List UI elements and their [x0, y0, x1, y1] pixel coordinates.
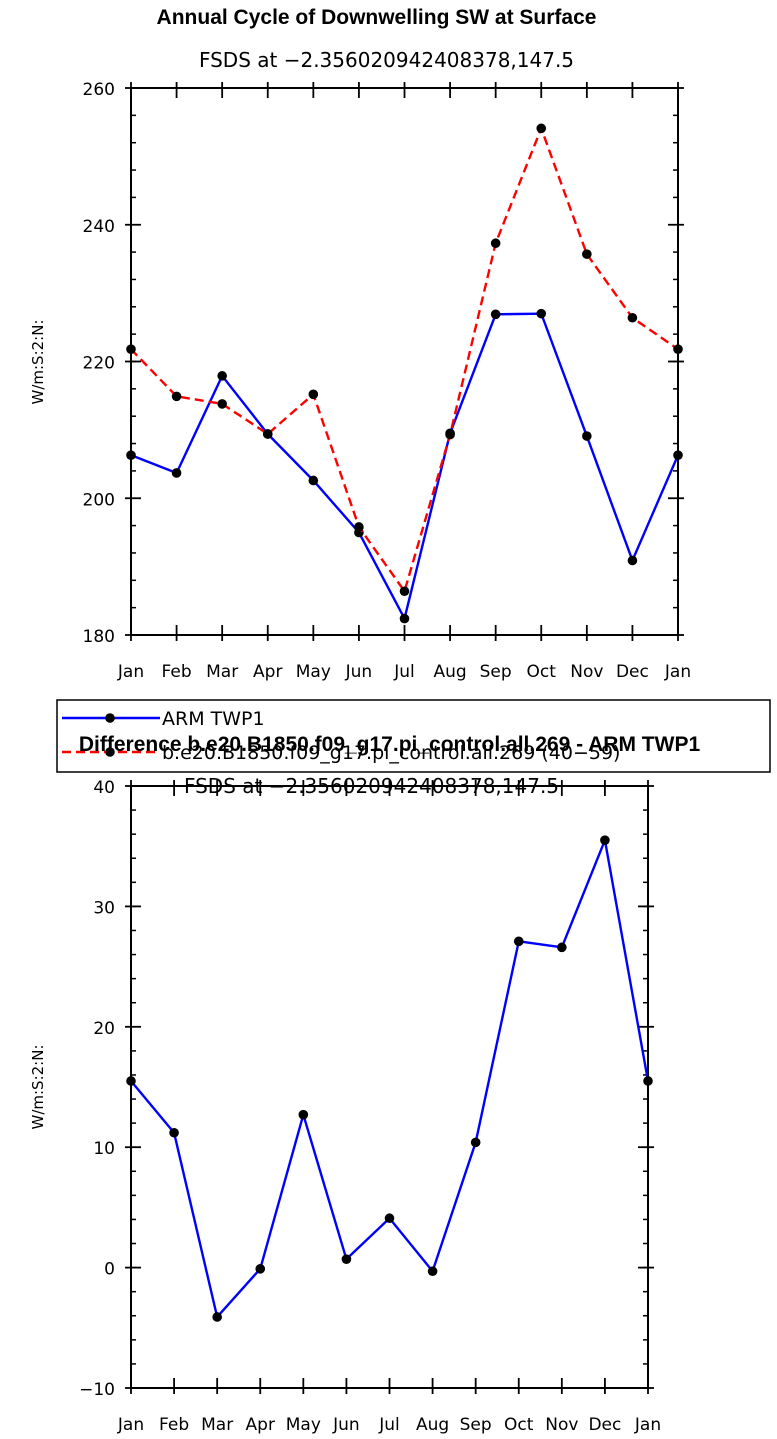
- data-point: [582, 431, 592, 441]
- x-tick-label: Jan: [634, 1415, 661, 1435]
- y-tick-label: 40: [93, 778, 115, 798]
- x-tick-label: Jun: [345, 662, 373, 682]
- x-tick-label: Dec: [616, 662, 649, 682]
- plot-frame: [130, 785, 649, 1389]
- x-tick-label: Nov: [570, 662, 603, 682]
- legend-box: [56, 699, 771, 773]
- data-point: [354, 522, 364, 532]
- data-point: [341, 1254, 352, 1264]
- data-point: [298, 1109, 309, 1120]
- x-tick-label: Feb: [159, 1415, 189, 1435]
- y-axis-label: W/m:S:2:N:: [29, 320, 47, 405]
- x-tick-label: Jun: [332, 1415, 360, 1435]
- data-point: [171, 391, 182, 402]
- chart-title: Difference b.e20.B1850.f09_g17.pi_contro…: [79, 733, 701, 756]
- data-point: [582, 249, 592, 259]
- data-point: [536, 123, 547, 134]
- legend-label: ARM TWP1: [162, 708, 265, 730]
- data-point: [536, 308, 547, 319]
- y-tick-label: 10: [93, 1139, 115, 1159]
- data-point: [217, 399, 227, 409]
- data-point: [643, 1076, 653, 1086]
- y-tick-label: 30: [93, 898, 115, 918]
- x-tick-label: Apr: [253, 662, 282, 682]
- data-point: [427, 1266, 438, 1277]
- y-tick-label: 200: [83, 490, 115, 510]
- data-point: [513, 936, 524, 947]
- data-point: [399, 586, 410, 597]
- data-point: [557, 942, 567, 953]
- data-point: [470, 1137, 481, 1148]
- data-point: [169, 1127, 179, 1138]
- plot-frame: [130, 87, 679, 636]
- x-tick-label: Aug: [433, 662, 466, 682]
- chart-1: Annual Cycle of Downwelling SW at Surfac…: [29, 6, 771, 773]
- data-point: [445, 429, 455, 440]
- data-point: [627, 312, 638, 323]
- data-point: [490, 238, 501, 249]
- data-point: [171, 468, 182, 478]
- x-tick-label: May: [296, 662, 331, 682]
- x-tick-label: Apr: [246, 1415, 275, 1435]
- y-axis-label: W/m:S:2:N:: [29, 1045, 47, 1130]
- data-point: [212, 1312, 222, 1322]
- x-tick-label: Oct: [527, 662, 557, 682]
- legend-marker: [105, 747, 115, 757]
- data-point: [126, 1076, 136, 1086]
- x-tick-label: Jan: [117, 662, 144, 682]
- data-point: [126, 450, 136, 460]
- legend: ARM TWP1 b.e20.B1850.f09_g17.pi_control.a…: [56, 699, 771, 773]
- x-tick-label: Oct: [504, 1415, 534, 1435]
- data-point: [627, 555, 638, 566]
- x-tick-label: Feb: [162, 662, 192, 682]
- x-tick-label: Dec: [588, 1415, 621, 1435]
- data-point: [126, 344, 136, 354]
- data-point: [600, 835, 610, 845]
- chart-2: Difference b.e20.B1850.f09_g17.pi_contro…: [29, 733, 700, 1435]
- x-tick-label: Jul: [393, 662, 415, 682]
- chart-title: Annual Cycle of Downwelling SW at Surfac…: [157, 6, 597, 29]
- data-point: [399, 613, 410, 624]
- data-point: [308, 389, 319, 400]
- legend-label: b.e20.B1850.f09_g17.pi_control.all.269 (…: [162, 742, 620, 764]
- x-tick-label: Sep: [480, 662, 512, 682]
- data-point: [673, 450, 683, 460]
- data-point: [308, 475, 319, 486]
- y-tick-label: 220: [83, 354, 115, 374]
- data-point: [673, 344, 683, 354]
- legend-marker: [105, 713, 115, 723]
- y-tick-label: 20: [93, 1019, 115, 1039]
- y-tick-label: 260: [83, 80, 115, 100]
- x-tick-label: May: [286, 1415, 321, 1435]
- data-point: [262, 429, 273, 439]
- y-tick-label: 240: [83, 217, 115, 237]
- y-tick-label: 180: [83, 627, 115, 647]
- chart-subtitle: FSDS at −2.356020942408378,147.5: [199, 48, 574, 72]
- x-tick-label: Nov: [545, 1415, 578, 1435]
- series-line-1: [130, 312, 680, 620]
- x-tick-label: Sep: [460, 1415, 492, 1435]
- series-line-1: [130, 838, 650, 1319]
- x-tick-label: Mar: [206, 662, 238, 682]
- x-tick-label: Aug: [416, 1415, 449, 1435]
- data-point: [384, 1213, 395, 1224]
- y-tick-label: −10: [79, 1380, 115, 1400]
- data-point: [490, 309, 501, 320]
- data-point: [217, 371, 227, 381]
- y-tick-label: 0: [104, 1260, 115, 1280]
- x-tick-label: Jul: [378, 1415, 400, 1435]
- x-tick-label: Jan: [664, 662, 691, 682]
- series-line-2: [130, 127, 679, 593]
- x-tick-label: Mar: [201, 1415, 233, 1435]
- data-point: [255, 1264, 266, 1274]
- x-tick-label: Jan: [117, 1415, 144, 1435]
